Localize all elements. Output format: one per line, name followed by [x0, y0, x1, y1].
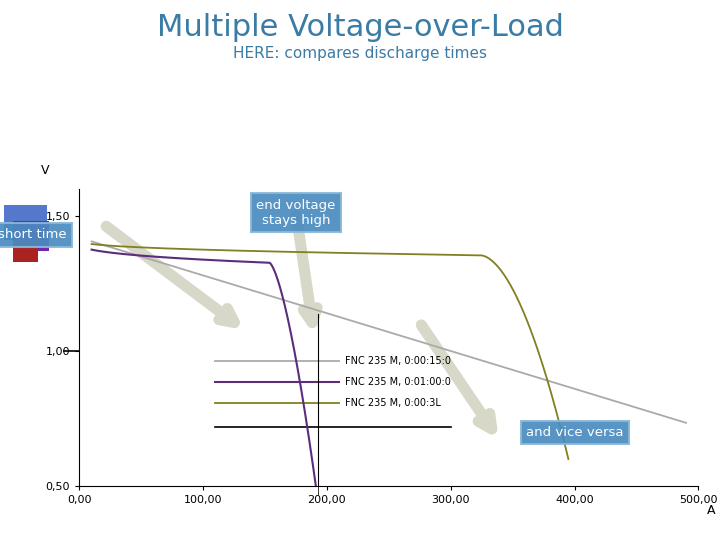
Text: FNC 235 M, 0:01:00:0: FNC 235 M, 0:01:00:0: [346, 377, 451, 387]
Text: FNC 235 M, 0:00:3L: FNC 235 M, 0:00:3L: [346, 398, 441, 408]
Text: Multiple Voltage-over-Load: Multiple Voltage-over-Load: [156, 14, 564, 43]
Text: and vice versa: and vice versa: [526, 426, 624, 439]
Text: HERE: compares discharge times: HERE: compares discharge times: [233, 46, 487, 61]
Y-axis label: V: V: [41, 164, 50, 177]
Text: |: |: [317, 486, 320, 495]
X-axis label: A: A: [706, 504, 715, 517]
Text: short time: short time: [0, 228, 67, 241]
Text: end voltage
stays high: end voltage stays high: [256, 199, 336, 227]
Text: FNC 235 M, 0:00:15:0: FNC 235 M, 0:00:15:0: [346, 356, 451, 366]
